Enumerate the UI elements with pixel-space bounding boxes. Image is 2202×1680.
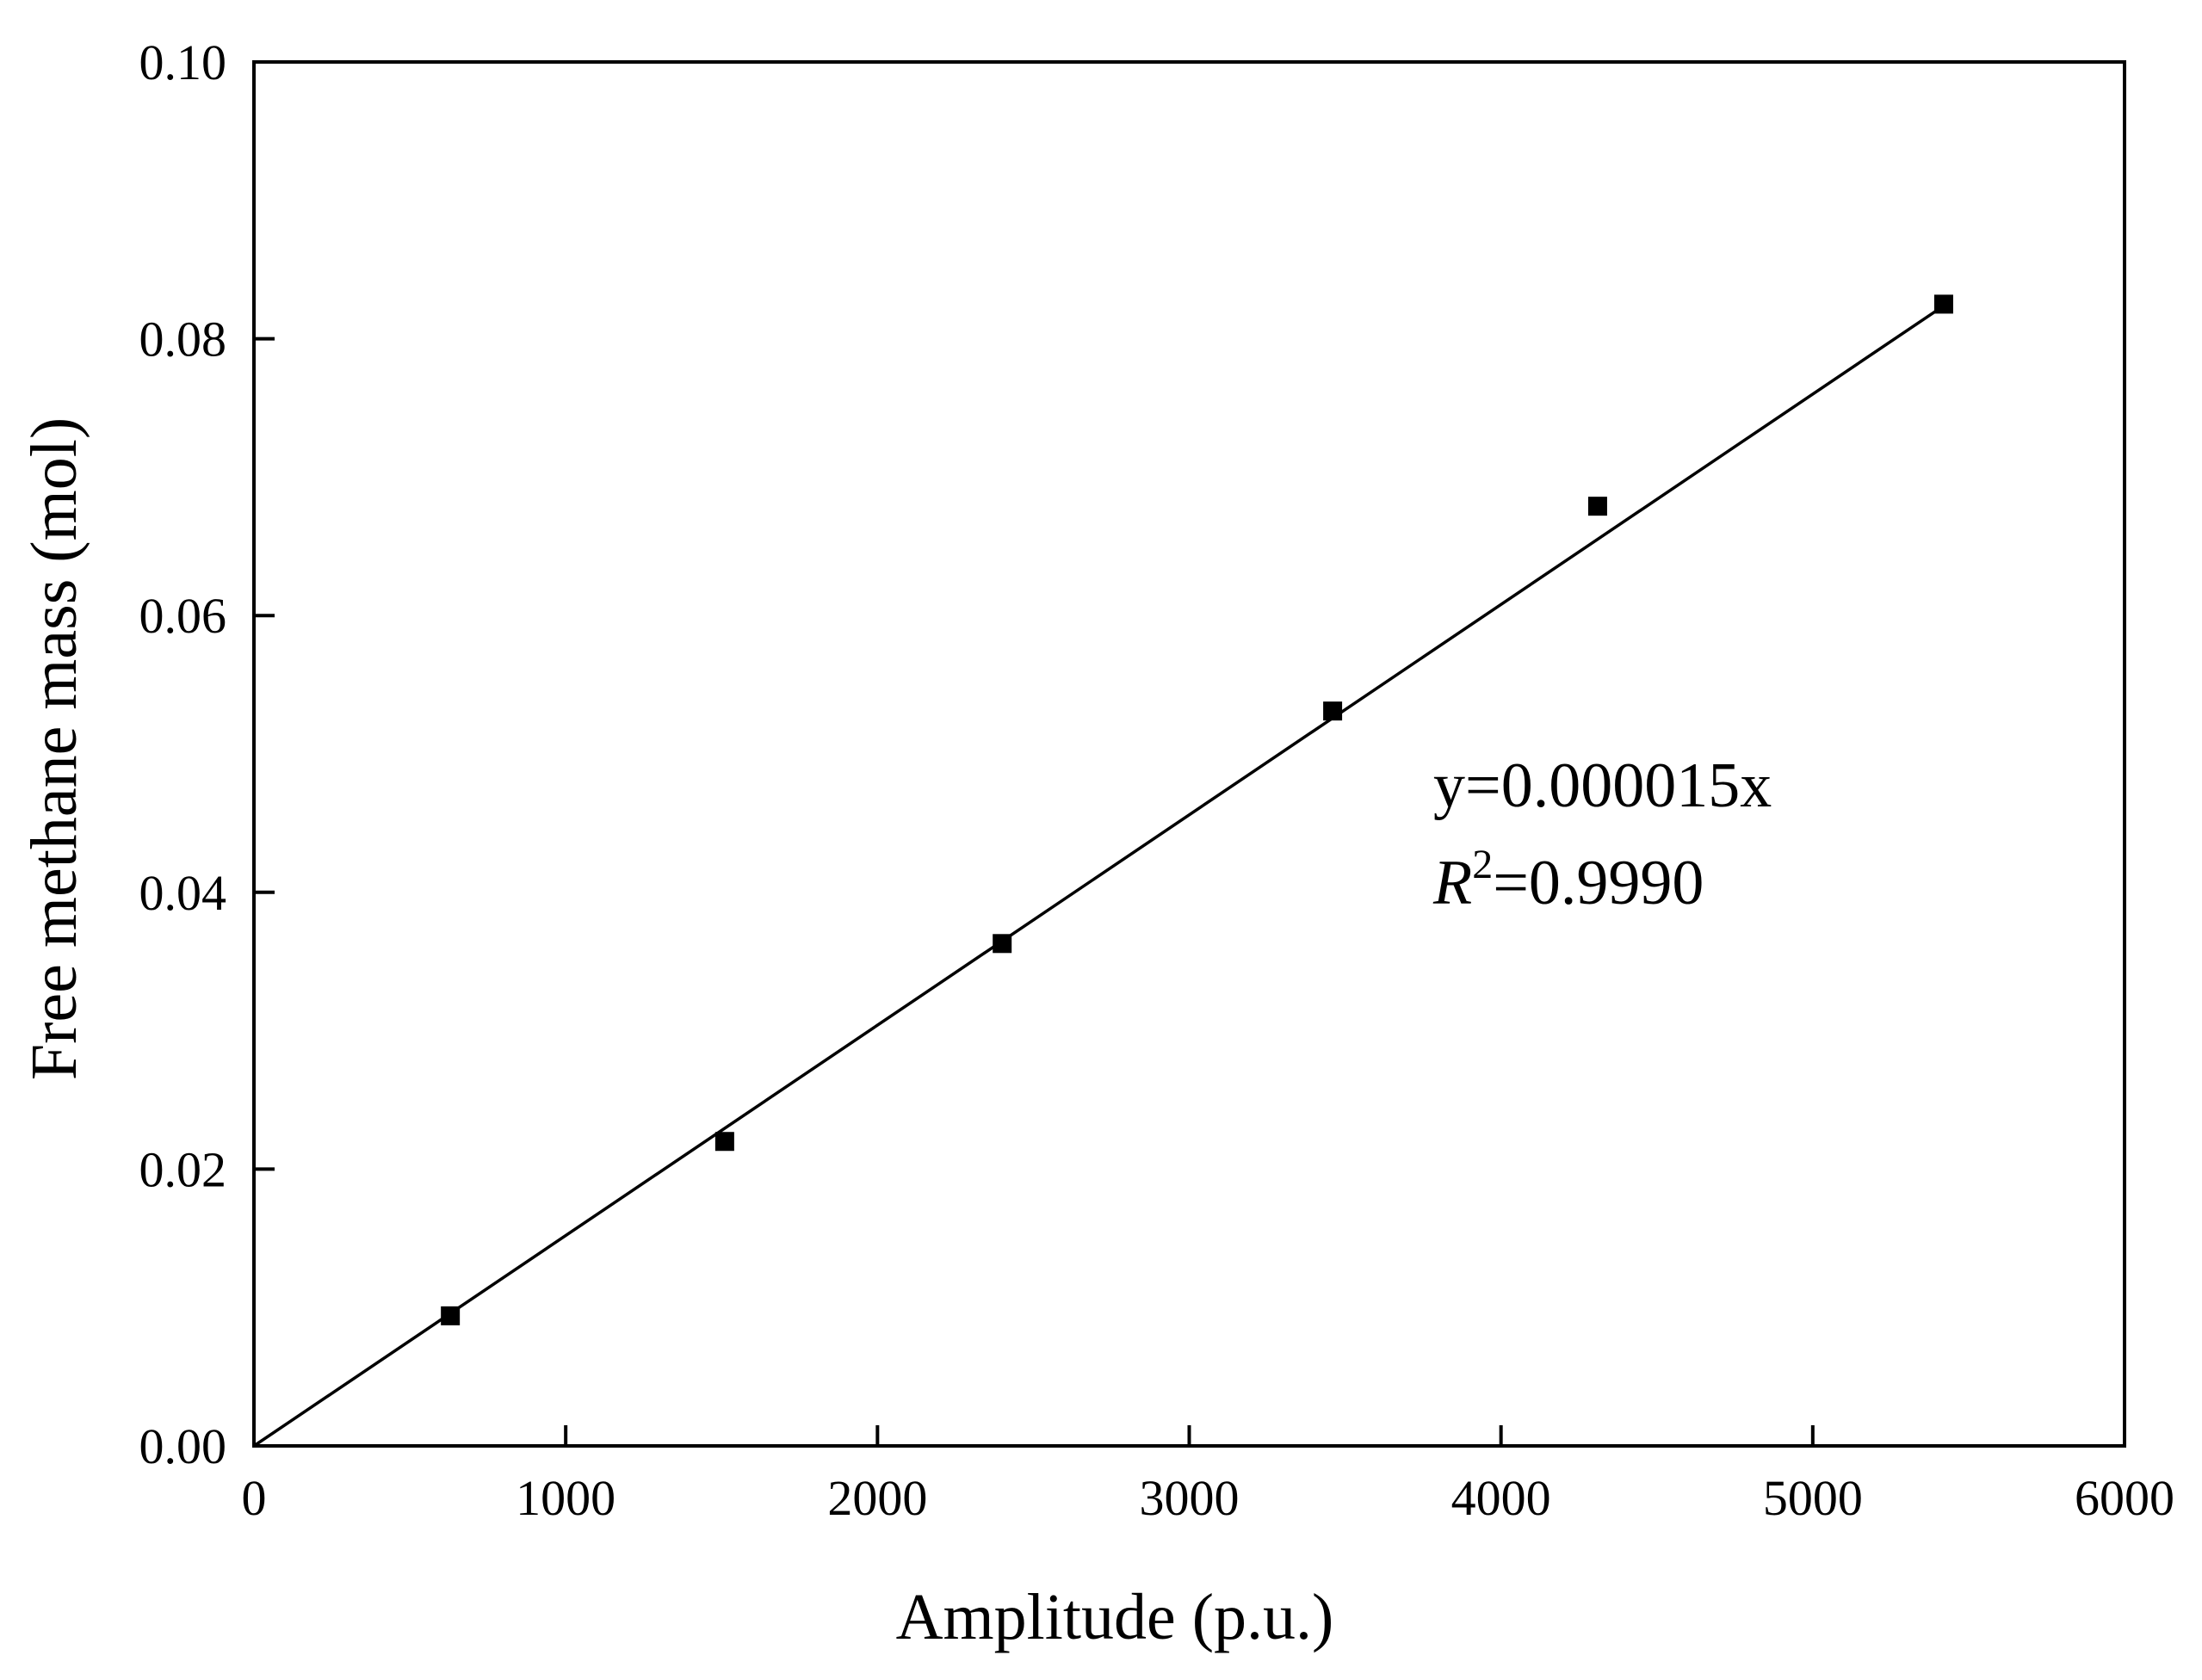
r-squared-label: R2=0.9990 bbox=[1432, 842, 1704, 918]
x-axis-ticks: 0 1000 2000 3000 4000 5000 6000 bbox=[242, 1425, 2174, 1526]
x-tick-label: 5000 bbox=[1763, 1470, 1863, 1526]
data-point bbox=[441, 1306, 461, 1325]
x-tick-label: 4000 bbox=[1451, 1470, 1551, 1526]
x-tick-label: 2000 bbox=[827, 1470, 927, 1526]
y-tick-label: 0.04 bbox=[139, 865, 227, 921]
y-tick-label: 0.08 bbox=[139, 312, 227, 368]
y-tick-label: 0.00 bbox=[139, 1418, 227, 1474]
data-point bbox=[993, 934, 1012, 954]
data-point bbox=[1587, 497, 1607, 516]
data-point bbox=[1933, 294, 1953, 314]
fit-equation-label: y=0.000015x bbox=[1433, 750, 1772, 821]
r-squared-value: =0.9990 bbox=[1493, 848, 1704, 918]
data-point bbox=[1323, 701, 1343, 721]
data-point bbox=[714, 1132, 734, 1152]
fit-line-layer bbox=[253, 304, 1945, 1448]
r-squared-superscript: 2 bbox=[1472, 842, 1493, 887]
x-tick-label: 1000 bbox=[516, 1470, 615, 1526]
x-tick-label: 0 bbox=[242, 1470, 267, 1526]
y-tick-label: 0.06 bbox=[139, 588, 227, 644]
y-axis-title: Free methane mass (mol) bbox=[18, 417, 90, 1080]
x-tick-label: 3000 bbox=[1140, 1470, 1240, 1526]
y-axis-ticks: 0.00 0.02 0.04 0.06 0.08 0.10 bbox=[139, 34, 275, 1474]
plot-frame bbox=[252, 60, 2126, 1448]
y-tick-label: 0.10 bbox=[139, 34, 227, 90]
fit-line bbox=[253, 304, 1945, 1448]
data-points-layer bbox=[441, 294, 1953, 1325]
r-squared-symbol: R bbox=[1432, 848, 1472, 918]
x-tick-label: 6000 bbox=[2075, 1470, 2174, 1526]
x-axis-title: Amplitude (p.u.) bbox=[896, 1581, 1334, 1653]
y-tick-label: 0.02 bbox=[139, 1141, 227, 1197]
